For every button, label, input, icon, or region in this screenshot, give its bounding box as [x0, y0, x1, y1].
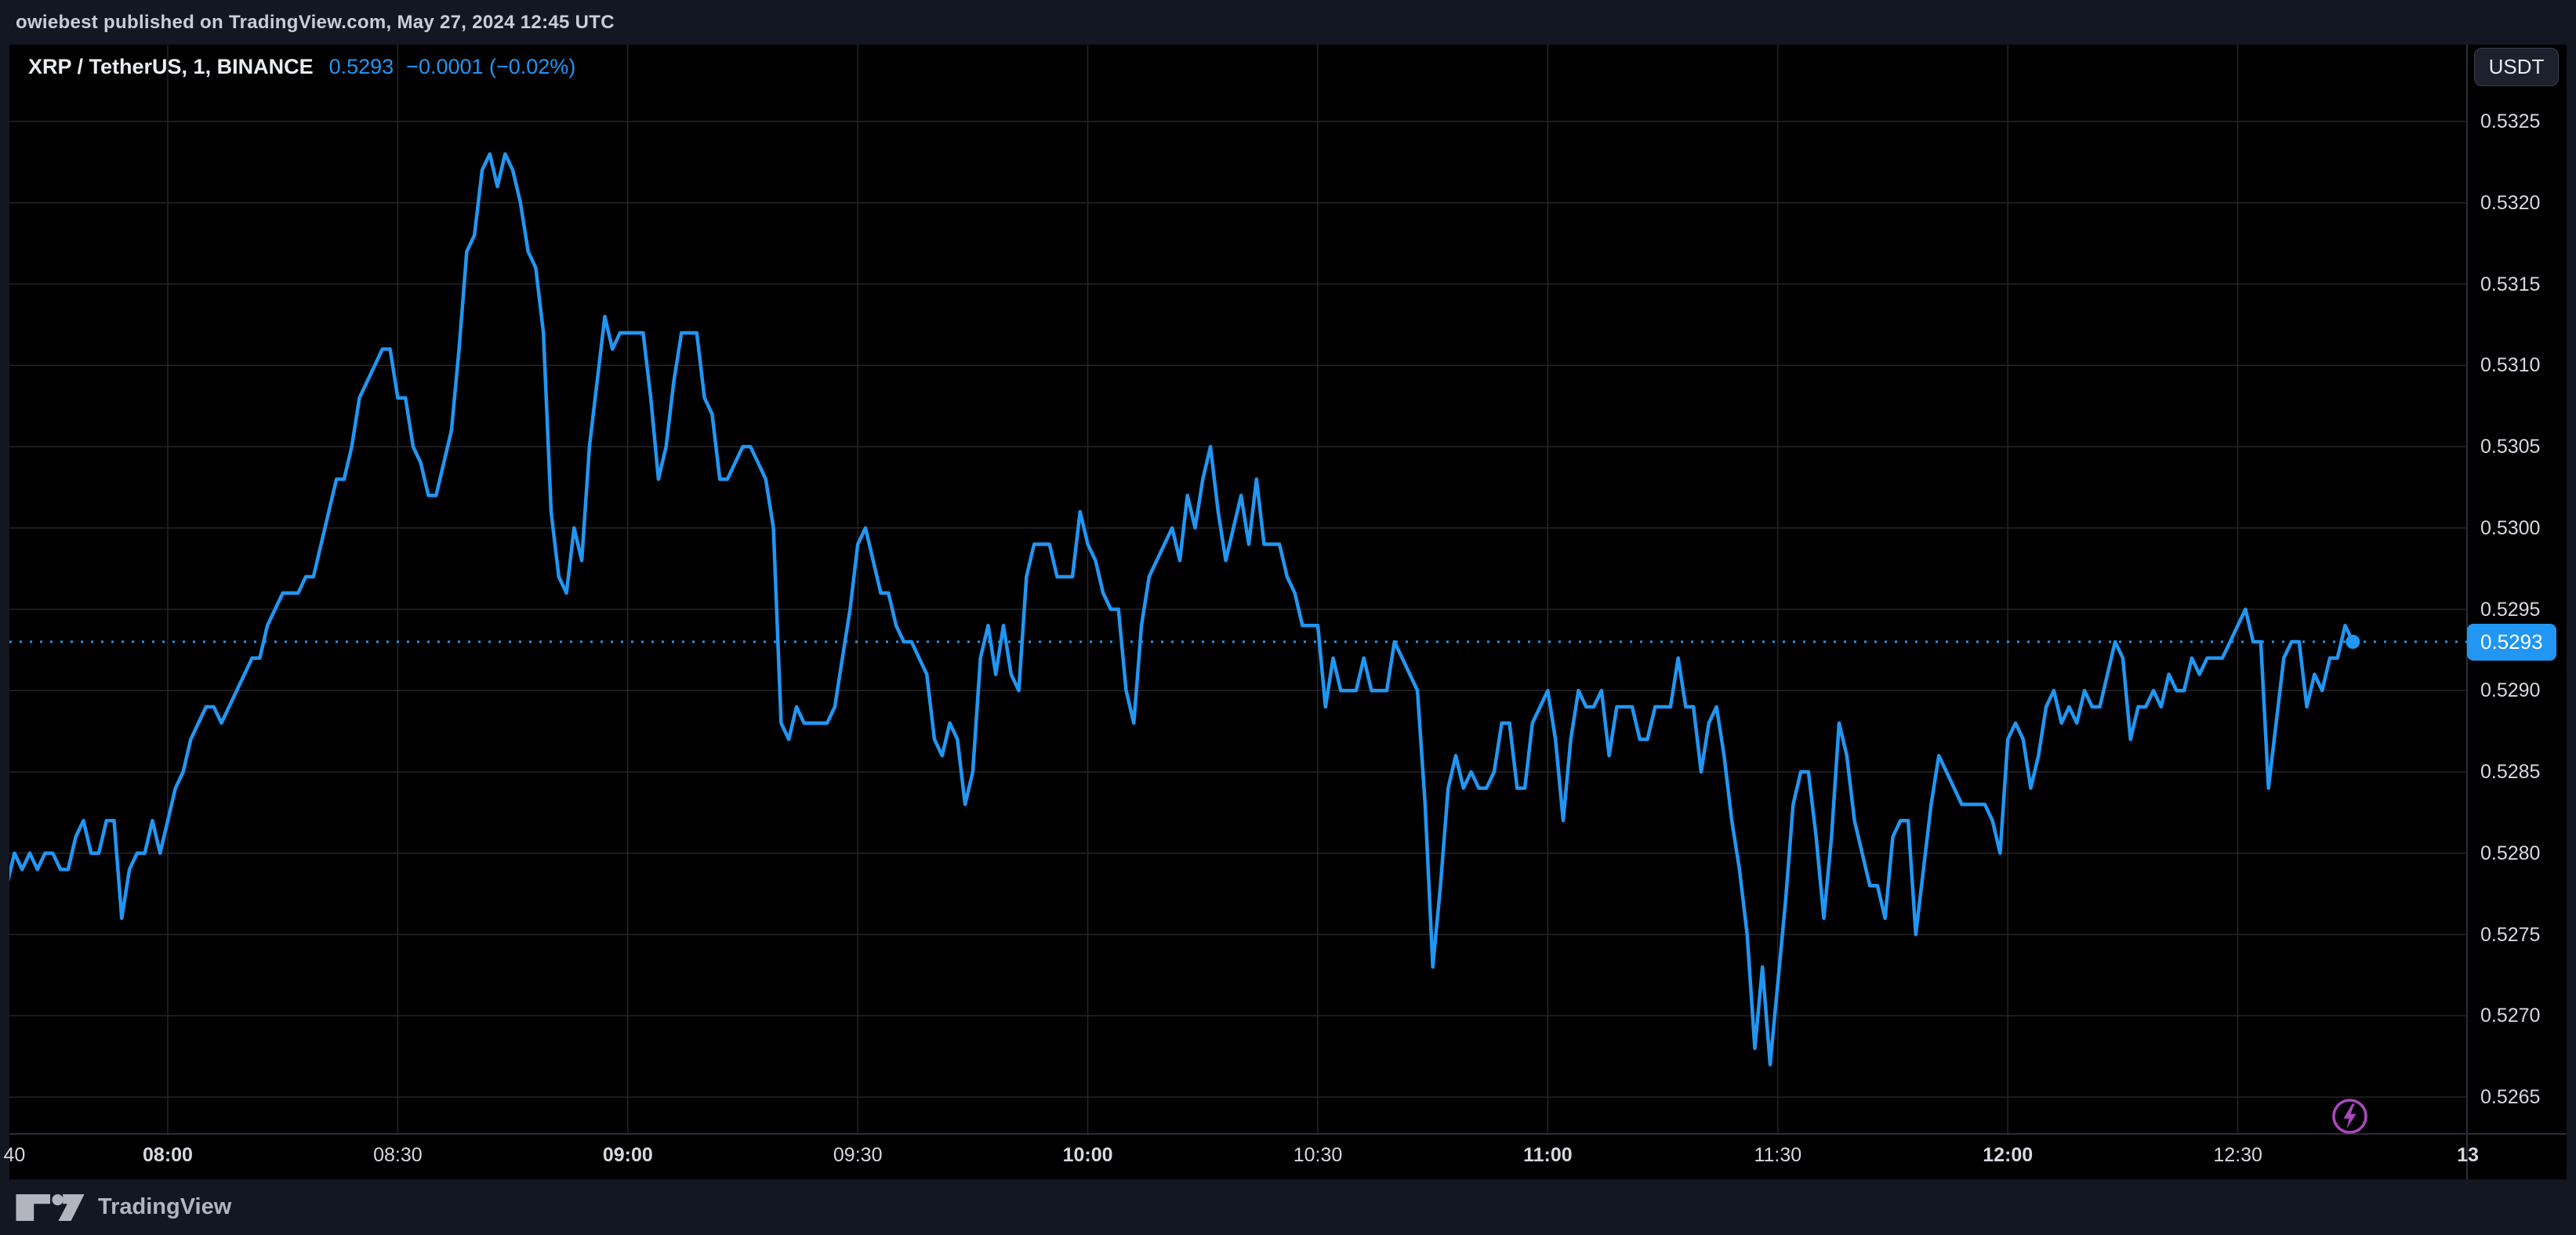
price-tick-label: 0.5305	[2480, 436, 2541, 458]
symbol-title[interactable]: XRP / TetherUS, 1, BINANCE	[28, 55, 314, 78]
chart-card	[9, 45, 2567, 1179]
price-tick-label: 0.5275	[2480, 923, 2541, 946]
tradingview-wordmark[interactable]: TradingView	[98, 1194, 232, 1219]
price-tick-label: 0.5300	[2480, 516, 2541, 539]
time-tick-label: 12:30	[2213, 1144, 2262, 1166]
legend-change: −0.0001 (−0.02%)	[406, 55, 576, 78]
flash-icon[interactable]	[2331, 1098, 2368, 1135]
tradingview-logo-icon[interactable]	[16, 1193, 86, 1222]
price-tick-label: 0.5315	[2480, 273, 2541, 295]
legend-last-price: 0.5293	[328, 55, 394, 78]
chart-legend: XRP / TetherUS, 1, BINANCE 0.5293 −0.000…	[28, 55, 575, 79]
time-tick-label: 08:00	[143, 1144, 193, 1166]
price-tick-label: 0.5285	[2480, 761, 2541, 783]
attribution-text: owiebest published on TradingView.com, M…	[16, 11, 615, 33]
time-tick-label: 40	[3, 1144, 26, 1166]
price-tick-label: 0.5290	[2480, 679, 2541, 702]
time-tick-label: 08:30	[373, 1144, 423, 1166]
price-tick-label: 0.5310	[2480, 354, 2541, 377]
time-tick-label: 11:30	[1754, 1144, 1802, 1166]
currency-unit-button[interactable]: USDT	[2474, 48, 2559, 86]
price-tick-label: 0.5325	[2480, 110, 2541, 132]
time-tick-label: 09:00	[602, 1144, 653, 1166]
last-price-label: 0.5293	[2467, 623, 2556, 661]
price-tick-label: 0.5270	[2480, 1005, 2541, 1027]
time-tick-label: 12:00	[1983, 1144, 2034, 1166]
price-tick-label: 0.5295	[2480, 598, 2541, 621]
price-tick-label: 0.5265	[2480, 1086, 2541, 1108]
footer-bar: TradingView	[0, 1179, 2576, 1235]
attribution-bar: owiebest published on TradingView.com, M…	[0, 0, 2576, 45]
price-tick-label: 0.5320	[2480, 191, 2541, 214]
time-tick-label: 11:00	[1523, 1144, 1573, 1166]
price-tick-label: 0.5280	[2480, 842, 2541, 864]
time-tick-label: 13	[2457, 1144, 2479, 1166]
time-tick-label: 10:30	[1293, 1144, 1343, 1166]
time-tick-label: 10:00	[1062, 1144, 1113, 1166]
time-tick-label: 09:30	[833, 1144, 883, 1166]
